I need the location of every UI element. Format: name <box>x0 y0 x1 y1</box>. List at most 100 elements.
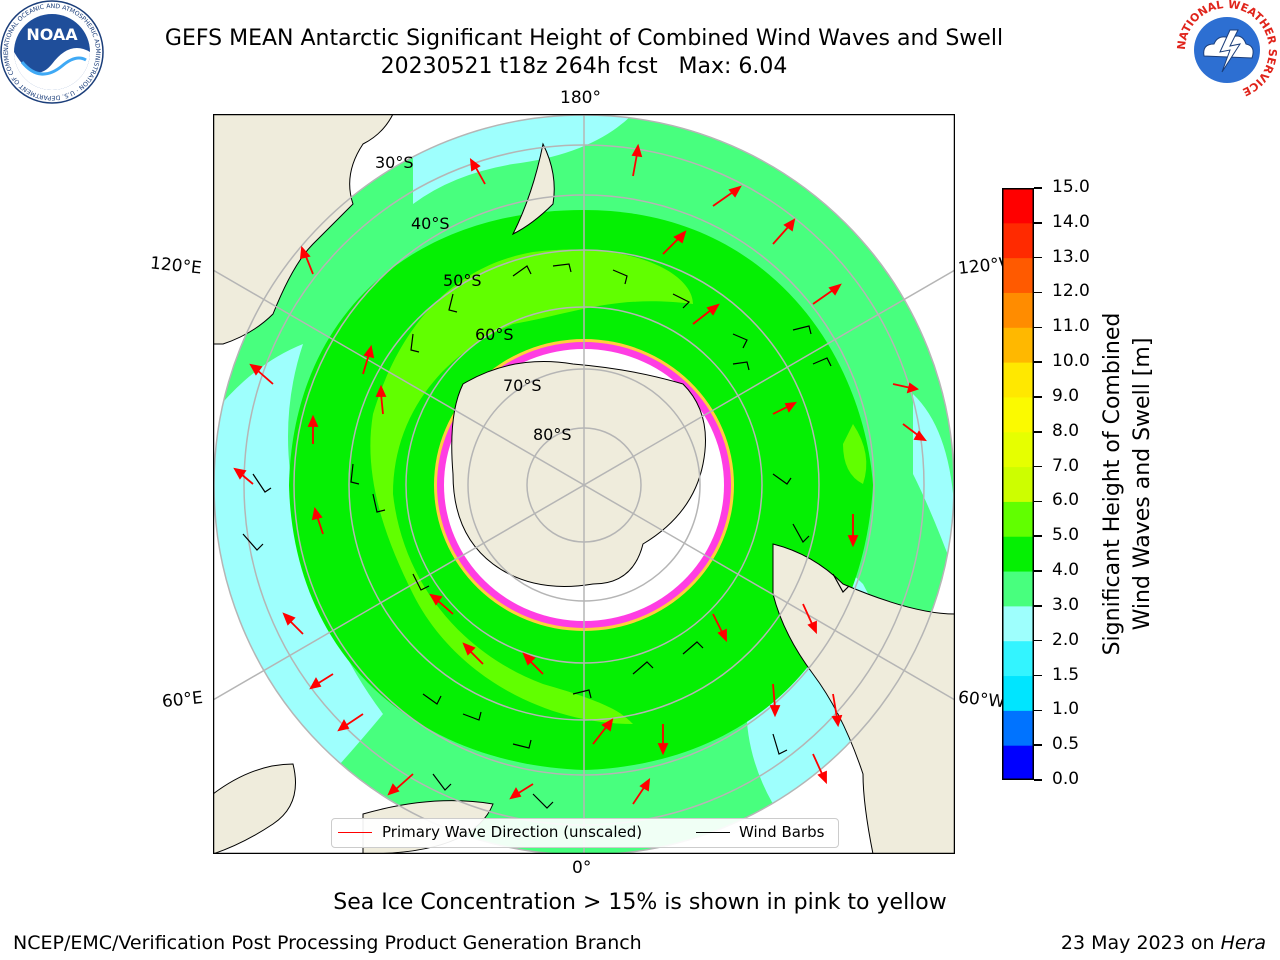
wave-arrow <box>509 783 534 800</box>
colorbar-tick-mark <box>1034 605 1042 607</box>
polar-wave-height-map: 30°S 40°S 50°S 60°S 70°S 80°S <box>213 114 955 854</box>
wind-barb <box>410 333 420 353</box>
colorbar-segment <box>1002 571 1034 607</box>
colorbar-tick-label: 15.0 <box>1052 177 1090 197</box>
colorbar-segment <box>1002 257 1034 293</box>
wind-barb <box>612 269 628 285</box>
wave-arrow <box>469 158 486 185</box>
lat-label-30s: 30°S <box>375 153 414 172</box>
wind-barb <box>732 361 750 371</box>
wave-arrow <box>692 303 720 325</box>
colorbar-frame <box>1002 188 1034 780</box>
legend-wind-line <box>696 832 730 833</box>
colorbar-tick-label: 4.0 <box>1052 560 1080 581</box>
wind-barb <box>512 739 532 749</box>
title-line-1: GEFS MEAN Antarctic Significant Height o… <box>164 26 1004 51</box>
wind-barb <box>792 325 812 335</box>
colorbar <box>1002 188 1034 780</box>
map-legend: Primary Wave Direction (unscaled) Wind B… <box>331 818 839 848</box>
lon-label-60e: 60°E <box>161 687 204 713</box>
wave-arrow <box>309 673 334 690</box>
wave-arrow <box>307 414 319 444</box>
wave-arrow <box>362 344 375 375</box>
wave-arrow <box>387 773 414 796</box>
lon-label-0: 0° <box>572 858 592 878</box>
noaa-logo-text: NOAA <box>26 25 78 44</box>
wave-arrow <box>847 514 859 548</box>
wave-height-field <box>214 115 954 854</box>
colorbar-tick-label: 14.0 <box>1052 211 1090 232</box>
wave-arrow <box>892 382 919 394</box>
lat-label-60s: 60°S <box>475 325 514 344</box>
wave-arrow <box>632 778 651 805</box>
colorbar-tick-label: 11.0 <box>1052 316 1090 337</box>
colorbar-tick-mark <box>1034 465 1042 468</box>
wind-barb <box>552 263 572 273</box>
colorbar-tick-mark <box>1034 570 1042 572</box>
colorbar-segment <box>1002 431 1034 468</box>
colorbar-tick-mark <box>1034 361 1042 363</box>
colorbar-tick-mark <box>1034 674 1042 677</box>
colorbar-tick-label: 9.0 <box>1052 385 1080 406</box>
lat-label-70s: 70°S <box>503 376 542 395</box>
wind-barb <box>572 689 592 699</box>
colorbar-tick-mark <box>1034 396 1042 398</box>
colorbar-tick-label: 10.0 <box>1052 351 1090 372</box>
footer-credit: NCEP/EMC/Verification Post Processing Pr… <box>13 932 642 954</box>
colorbar-segment <box>1002 362 1034 398</box>
wave-arrow <box>249 363 274 385</box>
colorbar-tick-mark <box>1034 187 1042 189</box>
colorbar-tick-mark <box>1034 291 1042 294</box>
wave-arrow <box>233 467 254 485</box>
wave-arrow <box>522 652 544 675</box>
wave-arrow <box>592 718 614 745</box>
colorbar-tick-label: 8.0 <box>1052 420 1080 441</box>
wave-direction-arrows <box>233 143 927 805</box>
colorbar-segment <box>1002 222 1034 259</box>
colorbar-tick-mark <box>1034 709 1042 712</box>
wind-barb <box>832 573 850 593</box>
wind-barb <box>792 523 810 543</box>
wind-barb <box>812 357 832 367</box>
footer-date-text: 23 May 2023 on <box>1060 932 1215 954</box>
wave-arrow <box>802 603 817 635</box>
wave-arrow <box>282 612 304 635</box>
colorbar-tick-label: 0.5 <box>1052 734 1080 755</box>
legend-wind-label: Wind Barbs <box>739 823 825 841</box>
colorbar-segment <box>1002 536 1034 572</box>
colorbar-tick-label: 13.0 <box>1052 246 1090 267</box>
wind-barb <box>772 733 788 755</box>
colorbar-tick-label: 3.0 <box>1052 594 1080 615</box>
wave-arrow <box>812 753 827 785</box>
colorbar-tick-label: 0.0 <box>1052 769 1080 789</box>
colorbar-tick-mark <box>1034 326 1042 329</box>
wind-barb <box>462 711 482 721</box>
wind-barb <box>412 573 430 591</box>
wind-barb <box>632 661 654 675</box>
wind-barb <box>350 463 360 485</box>
wind-barb <box>512 265 532 277</box>
wind-barb <box>372 493 386 513</box>
lat-label-50s: 50°S <box>443 271 482 290</box>
colorbar-segment <box>1002 745 1034 780</box>
colorbar-tick-mark <box>1034 744 1042 746</box>
lat-label-80s: 80°S <box>533 425 572 444</box>
wave-arrow <box>337 713 364 732</box>
colorbar-segment <box>1002 466 1034 502</box>
legend-wave-line <box>338 832 372 833</box>
wind-barb <box>772 473 792 485</box>
colorbar-label-line-2: Wind Waves and Swell [m] <box>1130 337 1155 631</box>
wind-barbs <box>242 263 850 809</box>
colorbar-tick-label: 2.0 <box>1052 629 1080 650</box>
wind-barb <box>422 693 442 705</box>
lon-label-180: 180° <box>560 88 601 108</box>
wave-arrow <box>712 185 742 207</box>
colorbar-segment <box>1002 675 1034 711</box>
title-line-2: 20230521 t18z 264h fcst Max: 6.04 <box>380 54 788 79</box>
colorbar-segment <box>1002 640 1034 677</box>
lon-label-120e: 120°E <box>149 253 203 279</box>
wave-arrow <box>462 642 484 665</box>
wind-barb <box>448 293 458 313</box>
wind-barb <box>732 333 748 349</box>
colorbar-tick-mark <box>1034 500 1042 503</box>
